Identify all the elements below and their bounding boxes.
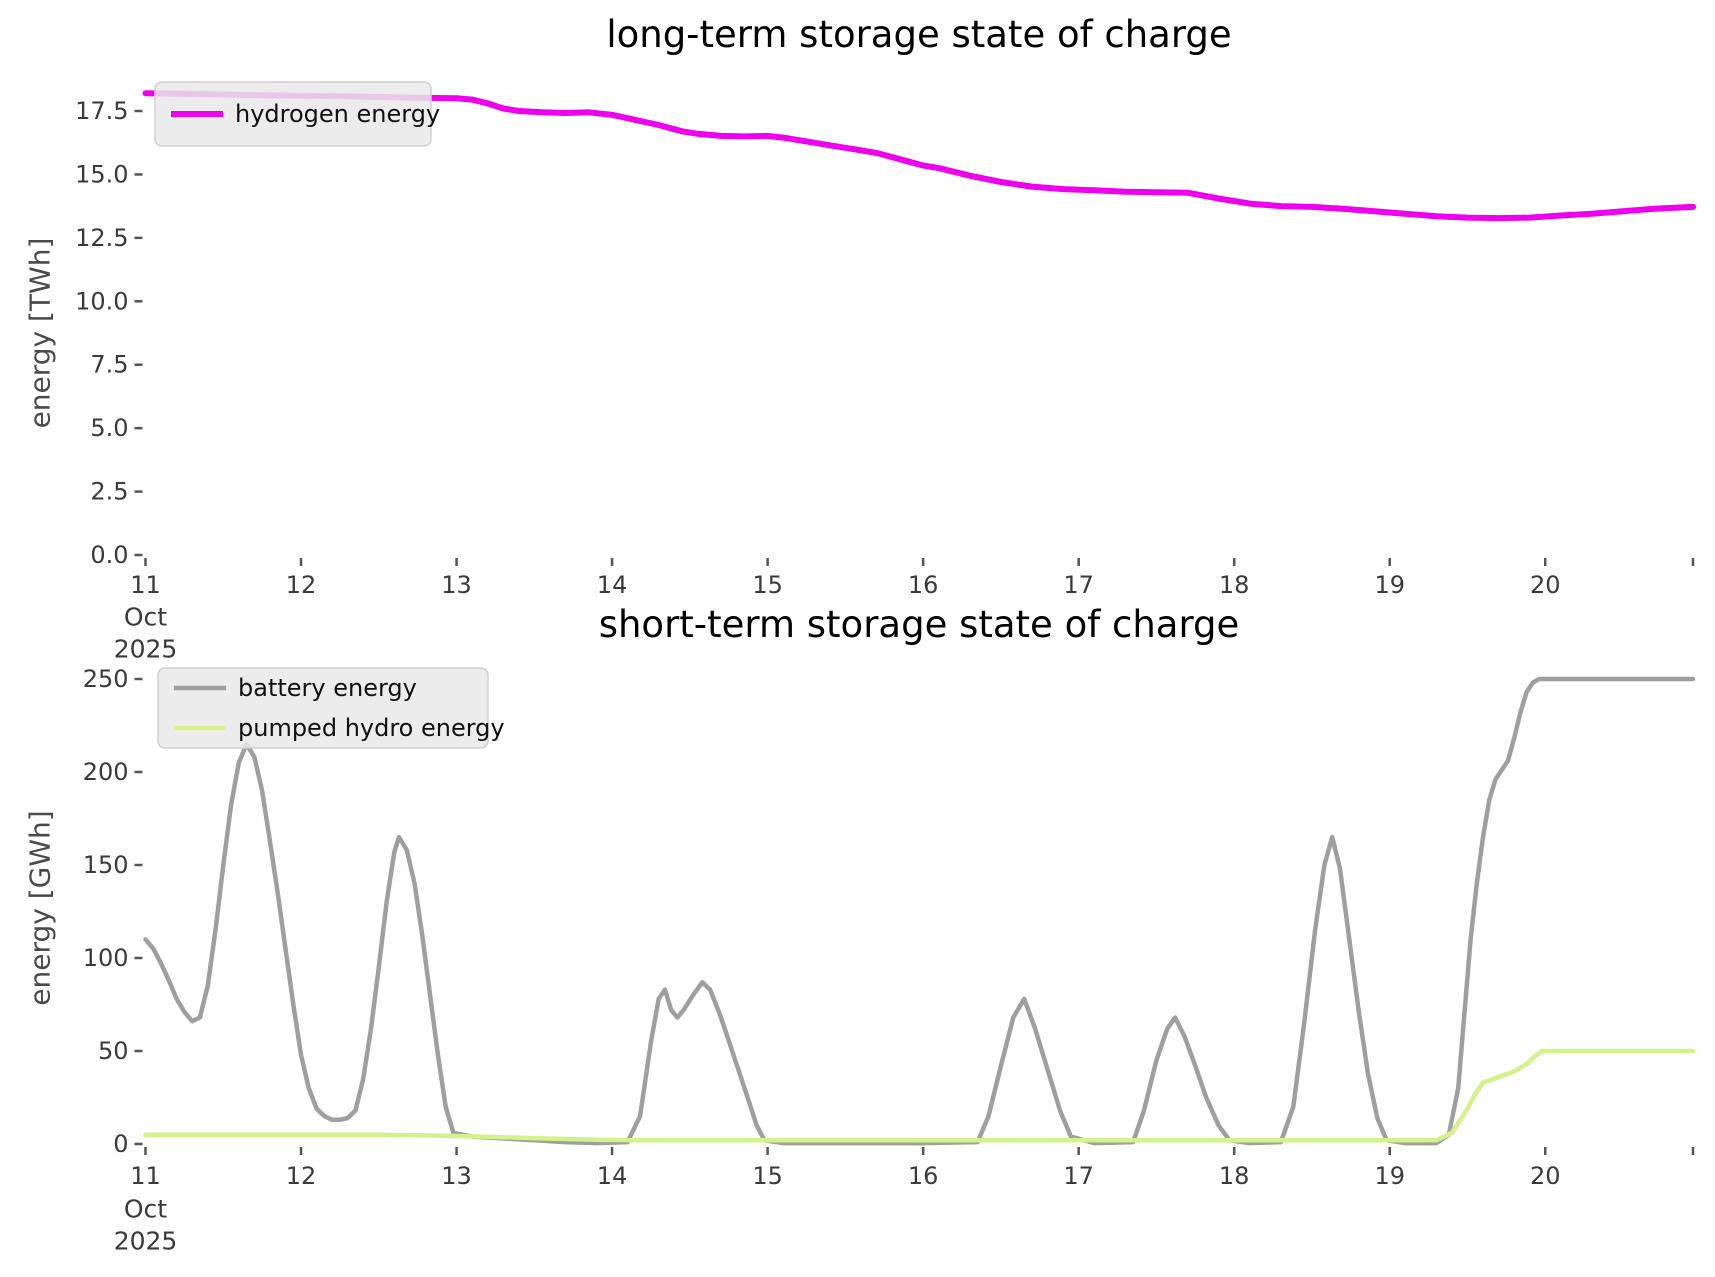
long_term-chart: 11 12 13 14 15 16 17 18 19 20 Oct 2025 0.0 2.5 5.0 7.5 1…	[75, 81, 1696, 664]
pumped-hydro-energy-line	[143, 1048, 1696, 1143]
long-term-chart-title: long-term storage state of charge	[606, 13, 1232, 56]
long_term-y-axis: 0.0 2.5 5.0 7.5 10.0 12.5 15.0 17.5	[75, 97, 143, 569]
battery-energy-legend-label: battery energy	[238, 674, 417, 702]
x-year-label: 2025	[114, 635, 178, 664]
x-tick-label: 13	[441, 571, 472, 599]
x-tick-label: 18	[1219, 1162, 1250, 1190]
y-tick-label: 15.0	[75, 160, 128, 188]
x-tick-label: 17	[1063, 571, 1094, 599]
legend-box	[154, 81, 432, 147]
x-tick-label: 15	[752, 571, 783, 599]
y-tick-label: 200	[83, 758, 129, 786]
short-term-chart-title: short-term storage state of charge	[598, 603, 1240, 646]
short_term-y-axis: 0 50 100 150 200 250	[83, 665, 143, 1158]
y-tick-label: 0	[113, 1130, 128, 1158]
x-tick-label: 20	[1530, 1162, 1561, 1190]
x-tick-label: 19	[1374, 571, 1405, 599]
x-tick-label: 12	[286, 1162, 317, 1190]
x-tick-label: 19	[1374, 1162, 1405, 1190]
x-tick-label: 16	[908, 1162, 939, 1190]
y-tick-label: 5.0	[90, 414, 128, 442]
x-tick-label: 18	[1219, 571, 1250, 599]
hydrogen-energy-legend-label: hydrogen energy	[235, 100, 440, 128]
y-tick-label: 50	[98, 1037, 129, 1065]
short_term-legend: battery energy pumped hydro energy	[157, 667, 505, 749]
x-tick-label: 12	[286, 571, 317, 599]
x-month-label: Oct	[124, 1195, 167, 1224]
x-tick-label: 11	[130, 1162, 161, 1190]
y-tick-label: 7.5	[90, 351, 128, 379]
y-tick-label: 250	[83, 665, 129, 693]
short_term-x-axis: 11 12 13 14 15 16 17 18 19 20 Oct 2025	[114, 1147, 1695, 1256]
legend-box	[157, 667, 489, 749]
x-tick-label: 13	[441, 1162, 472, 1190]
y-tick-label: 150	[83, 851, 129, 879]
long-term-y-axis-label: energy [TWh]	[23, 237, 57, 429]
x-tick-label: 15	[752, 1162, 783, 1190]
hydrogen-energy-line	[142, 90, 1696, 222]
y-tick-label: 100	[83, 944, 129, 972]
y-tick-label: 10.0	[75, 287, 128, 315]
x-tick-label: 17	[1063, 1162, 1094, 1190]
x-tick-label: 14	[597, 1162, 628, 1190]
long_term-x-axis: 11 12 13 14 15 16 17 18 19 20 Oct 2025	[114, 558, 1695, 664]
short-term-y-axis-label: energy [GWh]	[23, 810, 57, 1006]
x-month-label: Oct	[124, 603, 167, 632]
x-year-label: 2025	[114, 1227, 178, 1256]
y-tick-label: 17.5	[75, 97, 128, 125]
y-tick-label: 2.5	[90, 478, 128, 506]
y-tick-label: 0.0	[90, 541, 128, 569]
long_term-legend: hydrogen energy	[154, 81, 440, 147]
pumped-hydro-energy-legend-label: pumped hydro energy	[238, 714, 505, 742]
short_term-chart: 11 12 13 14 15 16 17 18 19 20 Oct 2025 0 50 100 150 200 2…	[83, 665, 1696, 1256]
y-tick-label: 12.5	[75, 224, 128, 252]
x-tick-label: 11	[130, 571, 161, 599]
x-tick-label: 16	[908, 571, 939, 599]
x-tick-label: 14	[597, 571, 628, 599]
x-tick-label: 20	[1530, 571, 1561, 599]
